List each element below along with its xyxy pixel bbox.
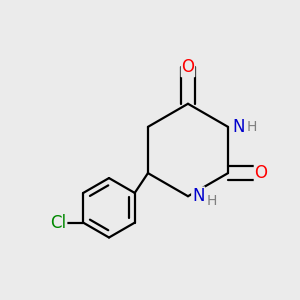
Text: H: H: [206, 194, 217, 208]
Text: O: O: [182, 58, 194, 76]
Text: Cl: Cl: [50, 214, 67, 232]
Text: H: H: [246, 120, 256, 134]
Text: N: N: [232, 118, 244, 136]
Text: O: O: [254, 164, 268, 182]
Text: N: N: [192, 187, 204, 205]
